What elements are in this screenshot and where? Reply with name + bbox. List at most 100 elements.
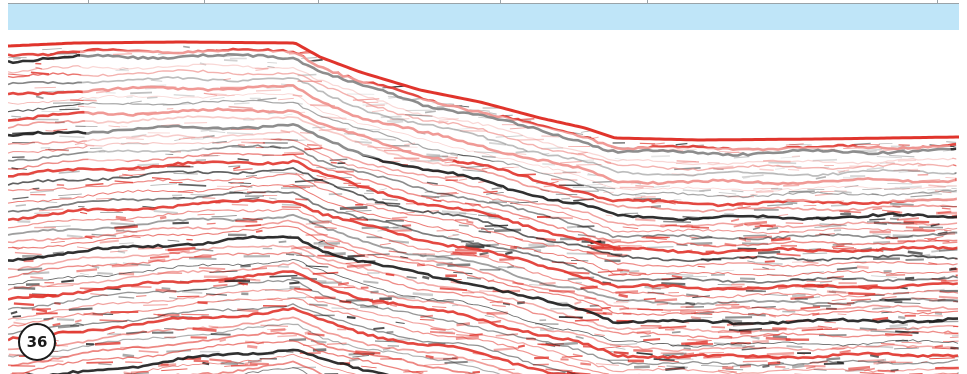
- seismic-noise-stroke: [456, 322, 471, 327]
- seismic-noise-stroke: [486, 192, 504, 195]
- seismic-noise-stroke: [558, 316, 583, 319]
- seismic-noise-stroke: [426, 299, 454, 303]
- seismic-noise-stroke: [292, 94, 303, 97]
- frame-tick: [204, 0, 205, 5]
- seismic-noise-stroke: [209, 97, 225, 100]
- seismic-noise-stroke: [53, 128, 68, 132]
- seismic-noise-stroke: [429, 330, 456, 335]
- seismic-noise-stroke: [545, 368, 573, 372]
- seismic-noise-stroke: [115, 215, 127, 220]
- seismic-noise-stroke: [430, 327, 446, 331]
- seismic-noise-stroke: [770, 237, 791, 242]
- panel-number-badge: 36: [18, 323, 56, 361]
- seismic-noise-stroke: [406, 276, 417, 279]
- seismic-noise-stroke: [210, 333, 231, 336]
- seismic-noise-stroke: [355, 350, 381, 355]
- seismic-noise-stroke: [382, 198, 398, 201]
- panel-number-text: 36: [26, 333, 48, 351]
- seismic-noise-stroke: [587, 244, 604, 248]
- seismic-noise-stroke: [35, 66, 43, 70]
- seismic-noise-stroke: [941, 279, 959, 283]
- seismic-noise-stroke: [416, 371, 424, 374]
- seismic-noise-stroke: [481, 155, 496, 159]
- seismic-noise-stroke: [481, 166, 493, 170]
- seismic-noise-stroke: [888, 154, 915, 158]
- seismic-noise-stroke: [391, 216, 408, 219]
- seismic-noise-stroke: [136, 295, 147, 297]
- seismic-noise-stroke: [339, 206, 368, 210]
- seismic-noise-stroke: [828, 290, 837, 294]
- seismic-noise-stroke: [108, 125, 121, 128]
- seismic-noise-stroke: [263, 138, 282, 141]
- seismic-noise-stroke: [661, 311, 671, 313]
- seismic-noise-stroke: [489, 142, 507, 146]
- seismic-noise-stroke: [660, 223, 677, 227]
- seismic-noise-stroke: [488, 112, 497, 116]
- seismic-noise-stroke: [894, 347, 919, 350]
- seismic-noise-stroke: [363, 280, 379, 284]
- seismic-noise-stroke: [389, 303, 398, 308]
- seismic-noise-stroke: [725, 368, 744, 371]
- seismic-reflector-horizon: [8, 52, 959, 157]
- seismic-noise-stroke: [824, 321, 836, 324]
- seismic-noise-stroke: [578, 152, 588, 154]
- seismic-noise-stroke: [119, 242, 134, 245]
- seismic-noise-stroke: [131, 134, 147, 138]
- seismic-reflector-horizon: [8, 331, 489, 374]
- seismic-noise-stroke: [517, 301, 525, 305]
- seismic-noise-stroke: [759, 168, 774, 172]
- seismic-noise-stroke: [651, 202, 667, 204]
- seismic-noise-stroke: [466, 276, 481, 280]
- seismic-noise-stroke: [235, 219, 258, 223]
- seismic-noise-stroke: [876, 156, 903, 159]
- seismic-reflector-horizon: [8, 323, 514, 374]
- seismic-noise-stroke: [123, 235, 141, 239]
- seismic-noise-stroke: [851, 298, 871, 301]
- seismic-noise-stroke: [659, 359, 679, 363]
- seismic-noise-stroke: [866, 167, 884, 171]
- seismic-noise-stroke: [35, 95, 44, 100]
- seismic-reflector-horizon: [8, 190, 959, 284]
- seismic-noise-stroke: [197, 213, 215, 216]
- seismic-noise-stroke: [131, 285, 152, 288]
- seismic-noise-stroke: [181, 290, 203, 295]
- seismic-noise-stroke: [652, 185, 671, 188]
- seismic-noise-stroke: [42, 48, 62, 51]
- seismic-noise-stroke: [231, 203, 249, 206]
- seismic-noise-stroke: [206, 222, 216, 225]
- seismic-noise-stroke: [373, 138, 396, 141]
- seismic-noise-stroke: [765, 336, 791, 341]
- seismic-noise-stroke: [356, 128, 381, 131]
- seismic-noise-stroke: [809, 360, 828, 364]
- seismic-noise-stroke: [848, 365, 871, 371]
- seismic-noise-stroke: [422, 275, 430, 280]
- seismic-noise-stroke: [208, 325, 219, 328]
- seismic-noise-stroke: [872, 233, 891, 236]
- seismic-noise-stroke: [837, 313, 847, 316]
- seismic-noise-stroke: [647, 246, 674, 249]
- seismic-noise-stroke: [651, 155, 670, 158]
- seismic-noise-stroke: [450, 153, 458, 157]
- seismic-noise-stroke: [425, 354, 434, 359]
- seismic-noise-stroke: [410, 160, 432, 162]
- seismic-noise-stroke: [830, 347, 846, 350]
- seismic-noise-stroke: [662, 352, 687, 356]
- seismic-noise-stroke: [348, 357, 360, 362]
- seismic-noise-stroke: [671, 331, 681, 334]
- seismic-noise-stroke: [174, 139, 181, 141]
- seismic-noise-stroke: [374, 201, 401, 205]
- frame-tick: [937, 0, 938, 5]
- seismic-noise-stroke: [618, 293, 629, 298]
- seismic-reflector-horizon: [8, 63, 959, 166]
- seismic-noise-stroke: [150, 183, 178, 186]
- seismic-noise-stroke: [65, 107, 76, 109]
- seismic-noise-stroke: [636, 351, 653, 356]
- seismic-noise-stroke: [114, 224, 138, 230]
- seismic-noise-stroke: [329, 158, 348, 161]
- seismic-noise-stroke: [666, 365, 688, 368]
- seismic-noise-stroke: [83, 98, 97, 101]
- seismic-noise-stroke: [683, 347, 691, 350]
- seismic-noise-stroke: [622, 226, 639, 230]
- seismic-noise-stroke: [680, 305, 694, 309]
